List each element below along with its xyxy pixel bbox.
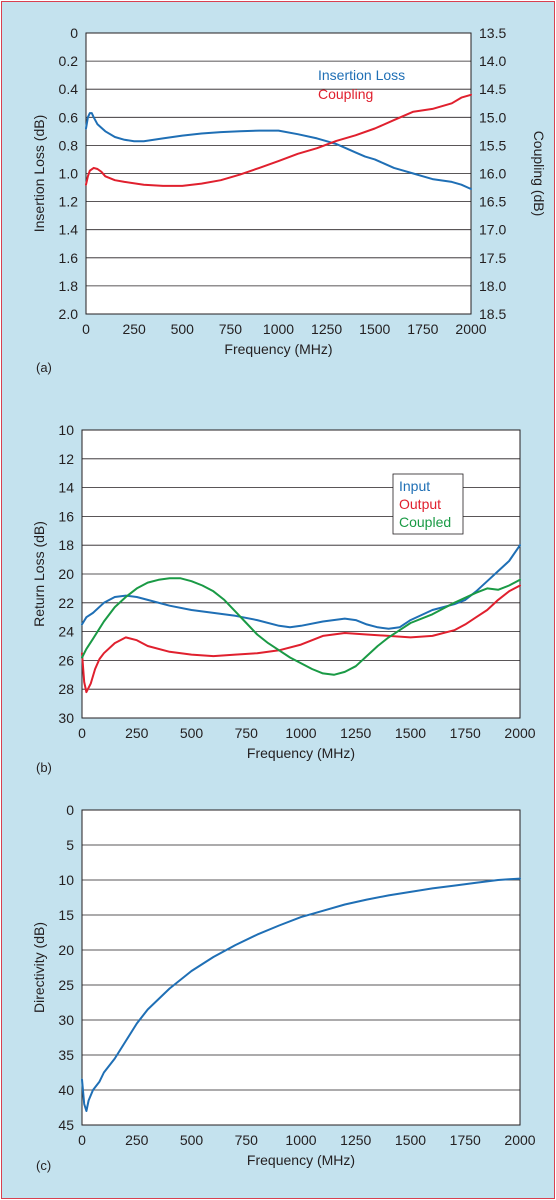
chart-1-x-tick-label: 750 [219,321,243,337]
chart-2-y-tick-label: 18 [58,537,74,553]
chart-1-x-tick-label: 1750 [407,321,438,337]
chart-1-x-tick-label: 1250 [311,321,342,337]
chart-1-x-tick-label: 2000 [455,321,486,337]
chart-3-x-tick-label: 750 [235,1132,259,1148]
chart-2-legend-output: Output [399,496,441,512]
chart-2-x-tick-label: 1500 [395,725,426,741]
chart-2-y-tick-label: 14 [58,480,74,496]
chart-1-y-tick-label: 1.2 [59,194,79,210]
chart-3-x-tick-label: 2000 [504,1132,535,1148]
chart-2-y-axis-title: Return Loss (dB) [31,521,47,627]
chart-2-x-tick-label: 750 [235,725,259,741]
chart-1-legend-insertion-loss: Insertion Loss [318,67,405,83]
chart-2-x-tick-label: 1000 [285,725,316,741]
chart-1-y-tick-label: 1.6 [59,250,79,266]
chart-1-legend-coupling: Coupling [318,86,373,102]
chart-3-x-tick-label: 1500 [395,1132,426,1148]
chart-3-x-tick-label: 1250 [340,1132,371,1148]
chart-2-y-tick-label: 10 [58,422,74,438]
chart-1-y2-tick-label: 16.5 [479,194,506,210]
chart-1-y-tick-label: 1.0 [59,166,79,182]
chart-1-y-axis-title: Insertion Loss (dB) [31,115,47,233]
chart-1-x-tick-label: 1500 [359,321,390,337]
chart-2-x-tick-label: 0 [78,725,86,741]
chart-2-y-tick-label: 22 [58,595,74,611]
chart-2-x-tick-label: 1750 [450,725,481,741]
chart-2-panel-label: (b) [36,760,52,775]
chart-1-y2-tick-label: 18.0 [479,278,506,294]
chart-2-x-tick-label: 1250 [340,725,371,741]
chart-1-y2-tick-label: 14.5 [479,81,506,97]
chart-1-y-tick-label: 0 [70,25,78,41]
chart-3-plot-frame [81,809,521,1126]
chart-1-y-tick-label: 0.2 [59,53,79,69]
chart-3-x-tick-label: 0 [78,1132,86,1148]
chart-1-y2-tick-label: 13.5 [479,25,506,41]
chart-3-series-directivity-line [81,877,521,1112]
chart-3-x-tick-label: 1000 [285,1132,316,1148]
chart-1-y-tick-label: 1.4 [59,222,79,238]
chart-2-y-tick-label: 12 [58,451,74,467]
chart-3-y-tick-label: 0 [66,802,74,818]
chart-3-y-axis-title: Directivity (dB) [31,922,47,1013]
chart-1-y-tick-label: 0.8 [59,137,79,153]
chart-1-series-coupling-line [85,93,472,187]
chart-1-x-tick-label: 250 [122,321,146,337]
chart-1-series-insertion-loss-line [85,112,472,190]
chart-3-y-tick-label: 20 [58,942,74,958]
chart-2-x-tick-label: 2000 [504,725,535,741]
chart-1-x-axis-title: Frequency (MHz) [224,341,332,357]
chart-2-legend-box [392,473,464,535]
chart-2-x-tick-label: 250 [125,725,149,741]
chart-1-y2-tick-label: 15.5 [479,137,506,153]
chart-2-plot-frame [81,429,521,719]
chart-2-y-tick-label: 20 [58,566,74,582]
chart-2-y-tick-label: 24 [58,624,74,640]
chart-3-y-tick-label: 40 [58,1082,74,1098]
chart-2-legend-input: Input [399,478,430,494]
chart-3-x-tick-label: 1750 [450,1132,481,1148]
chart-3-y-tick-label: 25 [58,977,74,993]
chart-3-x-tick-label: 250 [125,1132,149,1148]
chart-1-y-tick-label: 1.8 [59,278,79,294]
chart-3-y-tick-label: 45 [58,1117,74,1133]
chart-2-legend-coupled: Coupled [399,514,451,530]
chart-3-plot-area [82,810,520,1125]
chart-3-y-tick-label: 5 [66,837,74,853]
chart-3-y-tick-label: 15 [58,907,74,923]
chart-3-y-tick-label: 10 [58,872,74,888]
chart-2-y-tick-label: 26 [58,652,74,668]
chart-1-y-tick-label: 0.4 [59,81,79,97]
chart-1-y2-tick-label: 15.0 [479,109,506,125]
chart-1-y2-axis-title: Coupling (dB) [531,131,547,217]
chart-3-x-tick-label: 500 [180,1132,204,1148]
chart-1-x-tick-label: 500 [171,321,195,337]
chart-1-plot-frame [85,32,472,315]
chart-1-y-tick-label: 0.6 [59,109,79,125]
chart-1-y-tick-label: 2.0 [59,306,79,322]
chart-3-y-tick-label: 35 [58,1047,74,1063]
chart-3-panel-label: (c) [36,1158,51,1173]
chart-2-x-tick-label: 500 [180,725,204,741]
chart-3-y-tick-label: 30 [58,1012,74,1028]
chart-2-y-tick-label: 28 [58,681,74,697]
chart-1-x-tick-label: 1000 [263,321,294,337]
chart-2-series-output-line [81,584,521,694]
chart-1-y2-tick-label: 16.0 [479,166,506,182]
chart-1-x-tick-label: 0 [82,321,90,337]
chart-2-series-coupled-line [81,577,521,676]
chart-1-y2-tick-label: 17.5 [479,250,506,266]
chart-1-y2-tick-label: 18.5 [479,306,506,322]
chart-2-y-tick-label: 30 [58,710,74,726]
chart-2-x-axis-title: Frequency (MHz) [247,745,355,761]
chart-2-y-tick-label: 16 [58,508,74,524]
chart-3-x-axis-title: Frequency (MHz) [247,1152,355,1168]
chart-1-y2-tick-label: 14.0 [479,53,506,69]
chart-1-y2-tick-label: 17.0 [479,222,506,238]
chart-1-panel-label: (a) [36,360,52,375]
